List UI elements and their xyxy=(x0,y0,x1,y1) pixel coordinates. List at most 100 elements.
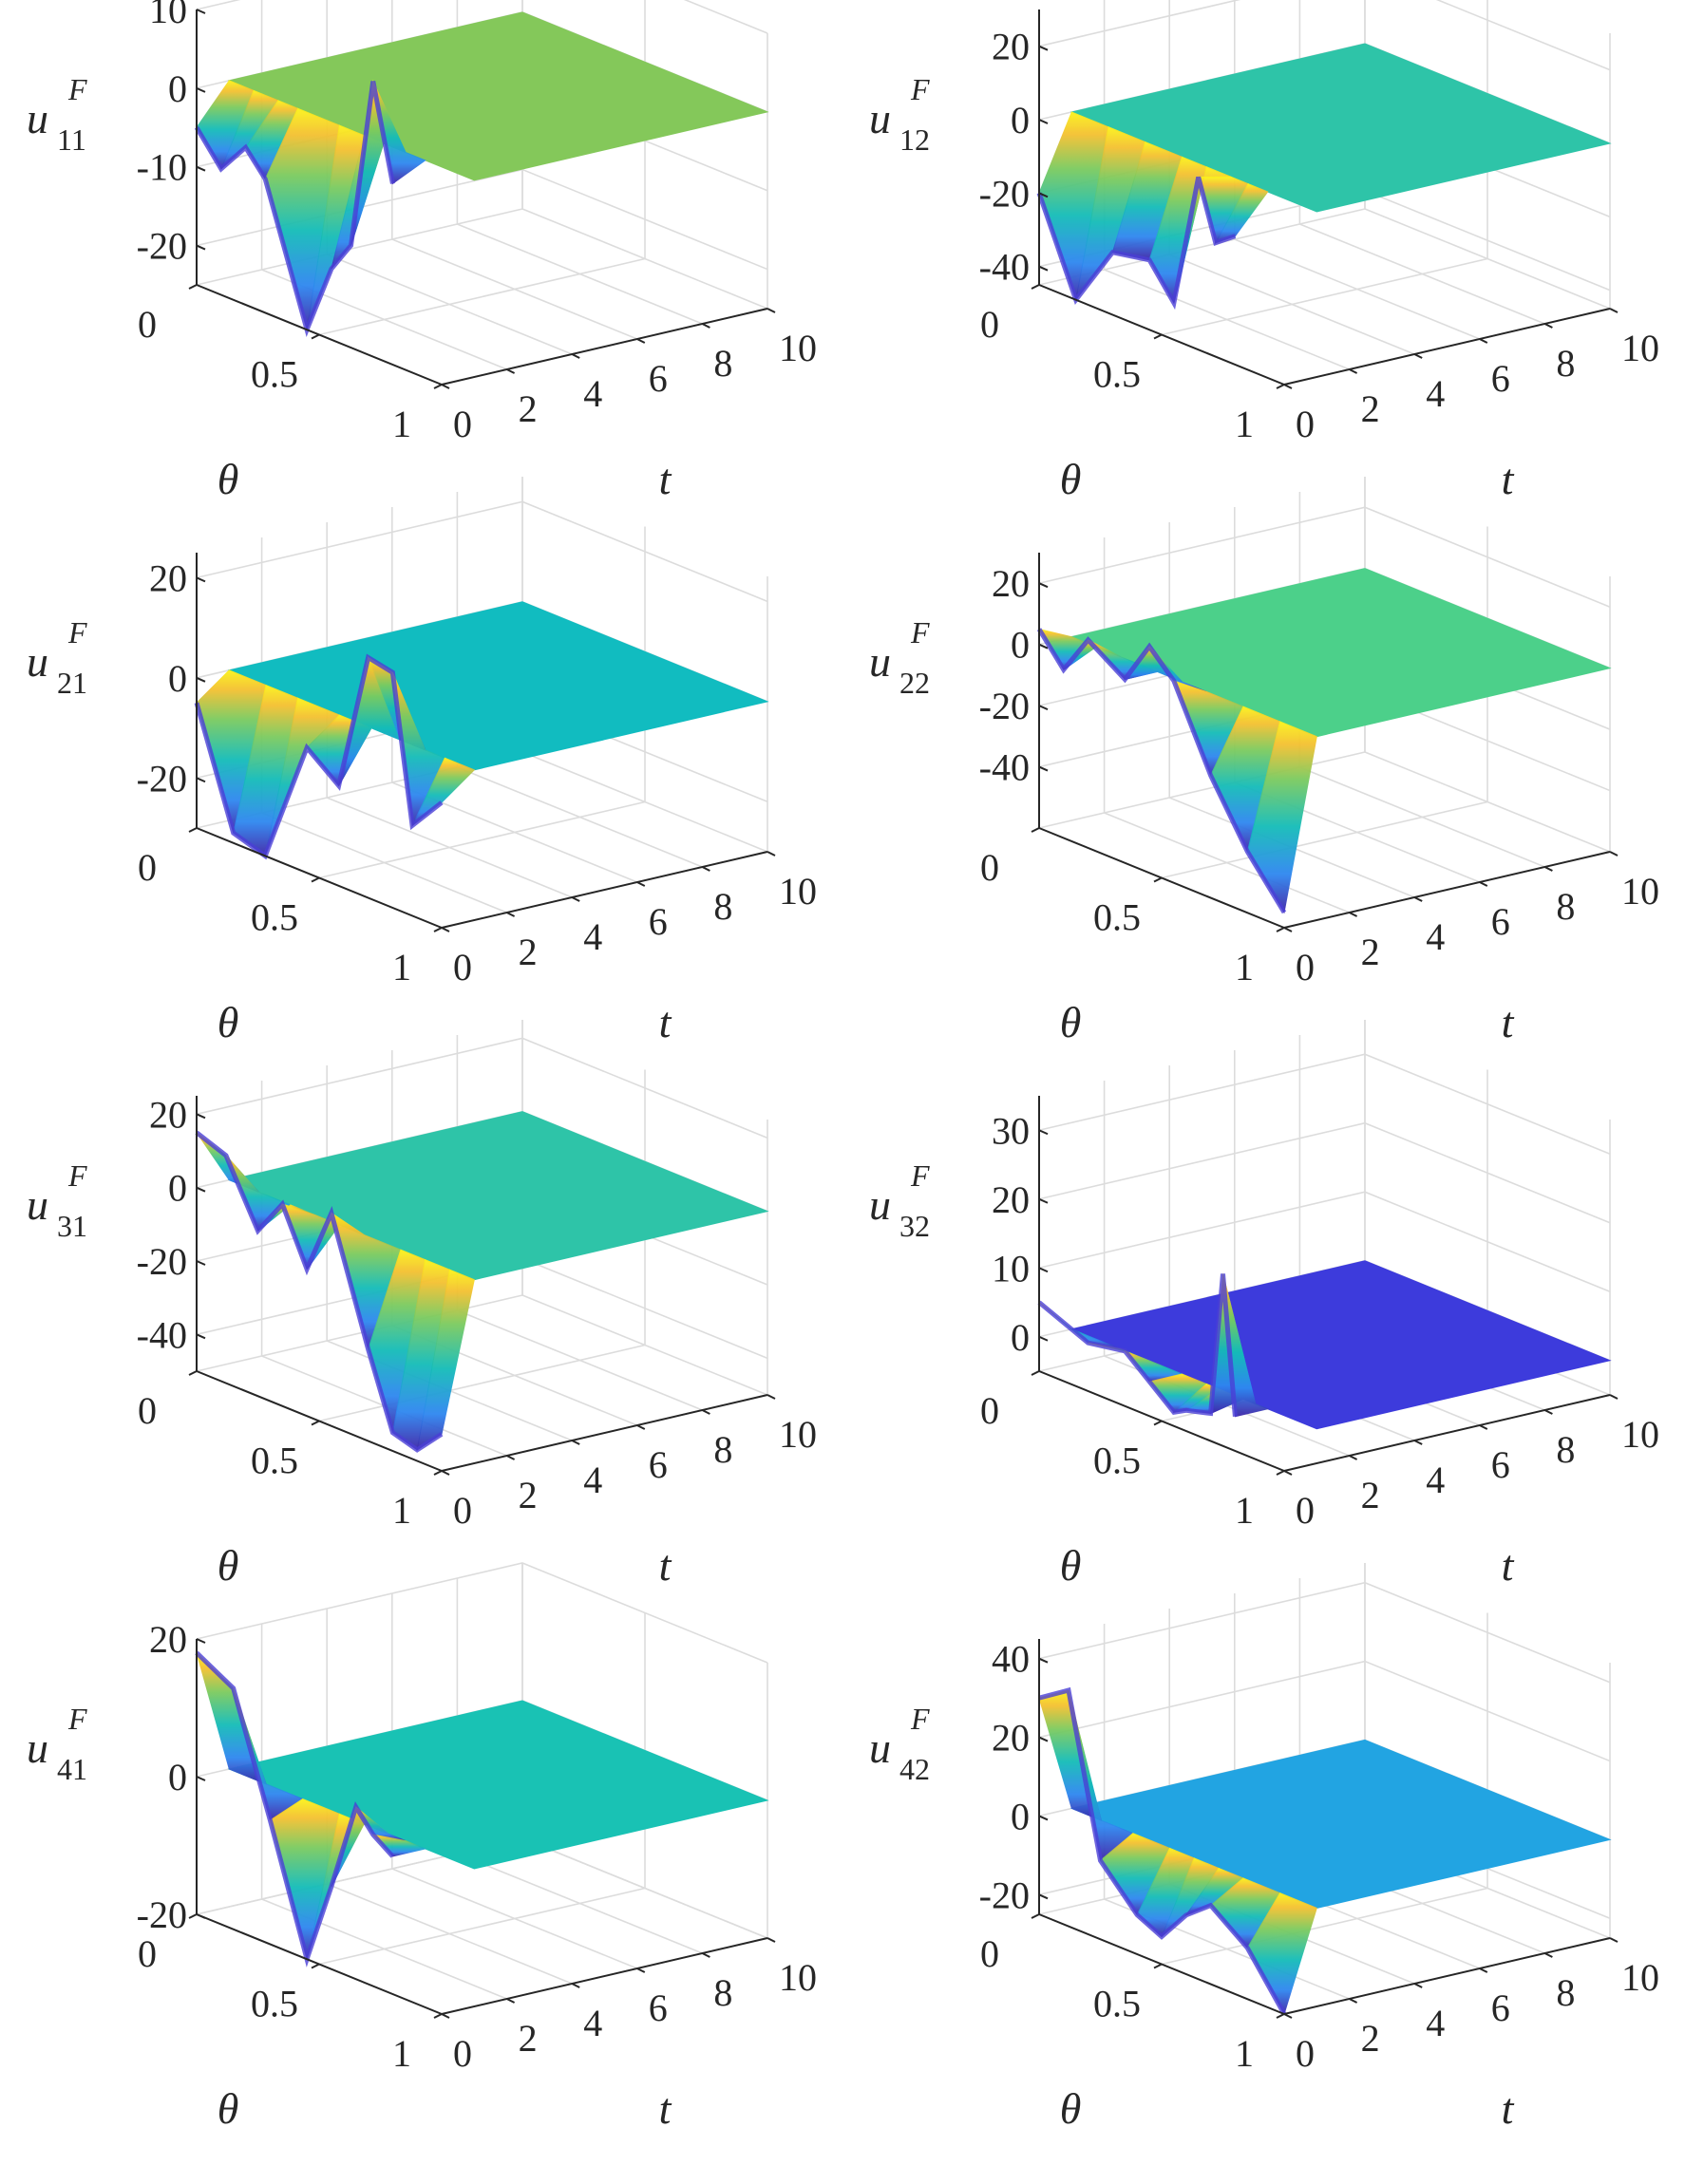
z-tick-label: -20 xyxy=(979,1873,1030,1916)
z-tick xyxy=(196,576,206,583)
z-label-base: u xyxy=(869,637,891,686)
z-tick xyxy=(1038,1657,1049,1664)
theta-tick-label: 1 xyxy=(1235,1489,1254,1532)
gridline xyxy=(1038,1121,1611,1224)
t-tick-label: 4 xyxy=(1426,915,1445,958)
t-tick xyxy=(1283,384,1293,389)
t-tick-label: 6 xyxy=(649,1443,668,1486)
z-axis-label: uF 12 xyxy=(869,72,930,157)
theta-axis-label: θ xyxy=(218,1541,239,1590)
z-tick xyxy=(196,1113,206,1120)
t-tick-label: 8 xyxy=(713,1428,732,1471)
t-axis-label: t xyxy=(1502,2084,1515,2133)
z-tick xyxy=(1038,45,1049,51)
t-tick xyxy=(506,1455,516,1460)
theta-tick-label: 0.5 xyxy=(1093,896,1141,939)
t-tick xyxy=(767,1394,776,1400)
z-tick-label: -40 xyxy=(979,746,1030,789)
t-tick xyxy=(1349,912,1358,917)
t-tick xyxy=(1479,1967,1488,1973)
t-tick-label: 2 xyxy=(1361,931,1380,973)
t-tick-label: 10 xyxy=(1621,1956,1659,1999)
t-tick-label: 10 xyxy=(779,327,817,369)
theta-tick-label: 1 xyxy=(1235,946,1254,988)
surface-profile-edge xyxy=(1037,1273,1238,1417)
t-tick-label: 2 xyxy=(1361,387,1380,430)
gridline xyxy=(318,800,646,879)
t-tick xyxy=(1349,1998,1358,2004)
gridline xyxy=(1038,751,1366,829)
t-tick-label: 0 xyxy=(1296,2032,1315,2075)
theta-axis-label: θ xyxy=(218,998,239,1046)
theta-tick xyxy=(1031,827,1040,833)
t-tick-label: 6 xyxy=(649,1986,668,2029)
t-tick-label: 6 xyxy=(1491,1986,1510,2029)
theta-axis-label: θ xyxy=(1060,2084,1082,2133)
theta-tick-label: 1 xyxy=(392,946,411,988)
z-tick-label: -10 xyxy=(137,146,187,189)
theta-tick xyxy=(188,1913,198,1919)
t-tick-label: 0 xyxy=(453,946,472,988)
z-axis-label: uF 41 xyxy=(27,1702,87,1786)
t-tick xyxy=(1609,1937,1619,1943)
t-axis-label: t xyxy=(659,455,672,503)
t-tick-label: 4 xyxy=(583,2002,602,2044)
z-tick-label: 0 xyxy=(1011,1316,1030,1359)
t-tick-label: 2 xyxy=(1361,1474,1380,1516)
z-tick xyxy=(196,1333,206,1340)
theta-axis-label: θ xyxy=(218,2084,239,2133)
z-tick-label: 20 xyxy=(992,26,1030,68)
theta-tick-label: 0.5 xyxy=(1093,353,1141,396)
t-tick-label: 4 xyxy=(583,915,602,958)
z-label-sub: 31 xyxy=(57,1209,87,1243)
z-tick xyxy=(1038,705,1049,711)
z-tick-label: 20 xyxy=(992,1717,1030,1760)
gridline xyxy=(1038,506,1611,608)
t-tick xyxy=(1283,927,1293,932)
theta-tick-label: 1 xyxy=(1235,403,1254,445)
t-tick xyxy=(1479,338,1488,344)
theta-tick xyxy=(1031,1370,1040,1376)
t-tick xyxy=(1609,308,1619,313)
z-tick xyxy=(196,777,206,783)
z-tick xyxy=(1038,643,1049,650)
z-label-sup: F xyxy=(67,615,87,650)
t-axis-label: t xyxy=(1502,1541,1515,1590)
t-tick xyxy=(701,866,710,872)
t-tick xyxy=(1283,2013,1293,2019)
t-tick-label: 4 xyxy=(583,1459,602,1501)
theta-tick-label: 1 xyxy=(1235,2032,1254,2075)
t-axis-line xyxy=(1283,1394,1611,1472)
t-tick xyxy=(636,338,646,344)
t-tick xyxy=(1349,1455,1358,1460)
gridline xyxy=(1038,1053,1611,1155)
z-label-sup: F xyxy=(67,1158,87,1193)
t-tick-label: 8 xyxy=(1556,885,1575,928)
theta-tick-label: 0.5 xyxy=(251,353,298,396)
theta-tick-label: 1 xyxy=(392,403,411,445)
t-tick-label: 2 xyxy=(519,931,538,973)
z-label-sup: F xyxy=(67,1702,87,1736)
theta-tick-label: 0 xyxy=(138,303,157,346)
t-tick-label: 4 xyxy=(1426,372,1445,415)
theta-axis-label: θ xyxy=(1060,998,1082,1046)
t-tick xyxy=(636,1424,646,1430)
z-tick xyxy=(1038,1815,1049,1821)
theta-tick xyxy=(433,2013,443,2019)
t-tick-label: 8 xyxy=(713,342,732,385)
t-tick-label: 0 xyxy=(453,2032,472,2075)
t-tick xyxy=(767,308,776,313)
theta-tick-label: 0 xyxy=(138,1389,157,1432)
surface-profile-edge xyxy=(195,1130,444,1453)
t-tick xyxy=(1413,1440,1423,1445)
z-tick xyxy=(1038,1736,1049,1742)
z-tick xyxy=(196,9,206,14)
theta-tick xyxy=(1276,1470,1285,1476)
t-tick-label: 10 xyxy=(1621,1413,1659,1456)
theta-tick xyxy=(311,1420,320,1426)
